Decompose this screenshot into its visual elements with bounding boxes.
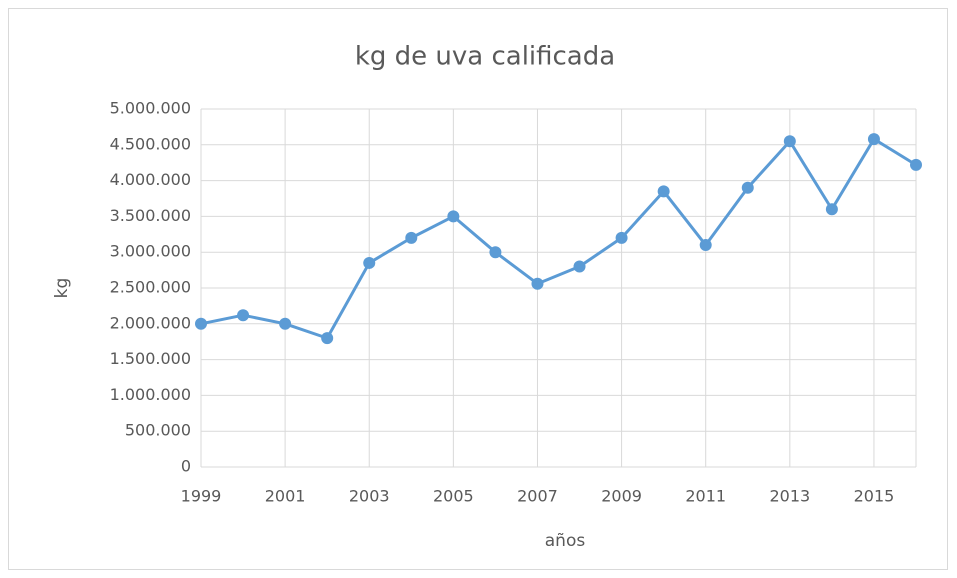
y-tick-label: 3.000.000 (110, 242, 191, 261)
x-tick-label: 2015 (854, 487, 895, 506)
y-axis-label: kg (52, 278, 72, 299)
y-tick-label: 4.000.000 (110, 170, 191, 189)
data-point (825, 203, 838, 216)
data-point (741, 181, 754, 194)
y-tick-label: 5.000.000 (110, 99, 191, 118)
x-tick-label: 2003 (349, 487, 390, 506)
series-line (200, 137, 917, 340)
data-point (573, 260, 586, 273)
x-tick-label: 1999 (181, 487, 222, 506)
data-point (279, 317, 292, 330)
data-point (363, 256, 376, 269)
data-point (615, 231, 628, 244)
y-tick-label: 0 (181, 457, 191, 476)
x-tick-label: 2009 (601, 487, 642, 506)
y-tick-label: 500.000 (125, 421, 191, 440)
data-point (699, 239, 712, 252)
x-tick-label: 2007 (517, 487, 558, 506)
data-point (910, 158, 922, 171)
data-point (531, 277, 544, 290)
x-axis-label: años (545, 531, 586, 551)
y-tick-label: 1.500.000 (110, 349, 191, 368)
x-tick-label: 2005 (433, 487, 474, 506)
chart-title: kg de uva calificada (355, 42, 615, 72)
data-point (237, 309, 250, 322)
y-tick-label: 4.500.000 (110, 134, 191, 153)
x-tick-label: 2013 (769, 487, 810, 506)
data-point (657, 185, 670, 198)
y-tick-label: 3.500.000 (110, 206, 191, 225)
chart-border (8, 8, 948, 570)
y-tick-label: 1.000.000 (110, 385, 191, 404)
data-point (195, 317, 207, 330)
x-tick-label: 2011 (685, 487, 726, 506)
x-tick-label: 2001 (265, 487, 306, 506)
data-point (783, 135, 796, 148)
data-point (489, 246, 502, 259)
data-point (447, 210, 460, 223)
y-tick-label: 2.500.000 (110, 278, 191, 297)
data-point (321, 332, 334, 345)
data-point (405, 231, 418, 244)
data-point (867, 133, 880, 146)
y-tick-label: 2.000.000 (110, 313, 191, 332)
